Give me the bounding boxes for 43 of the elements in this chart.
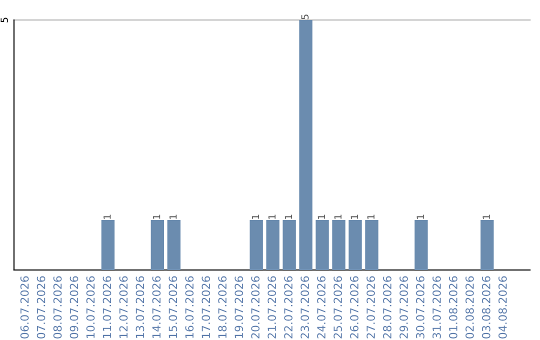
- data-label: 1: [153, 214, 160, 219]
- x-tick-label: 06.07.2026: [20, 276, 29, 338]
- x-tick-label: 16.07.2026: [185, 276, 194, 338]
- x-tick-label: 03.08.2026: [482, 276, 490, 338]
- data-label: 1: [367, 214, 374, 219]
- data-label: 1: [252, 214, 260, 219]
- x-tick-label: 10.07.2026: [86, 276, 95, 338]
- x-tick-label: 15.07.2026: [168, 276, 178, 338]
- data-label: 1: [334, 214, 342, 219]
- data-label: 1: [318, 214, 325, 219]
- x-tick-label: 21.07.2026: [268, 276, 276, 338]
- data-label: 1: [350, 214, 358, 219]
- x-tick-label: 11.07.2026: [102, 276, 112, 338]
- x-tick-label: 24.07.2026: [317, 276, 326, 338]
- x-tick-label: 09.07.2026: [70, 276, 78, 338]
- x-tick-label: 02.08.2026: [465, 276, 474, 338]
- x-tick-label: 17.07.2026: [202, 276, 210, 338]
- x-tick-label: 29.07.2026: [400, 276, 408, 338]
- x-tick-label: 25.07.2026: [334, 276, 342, 338]
- data-label: 1: [268, 214, 276, 219]
- x-tick-label: 01.08.2026: [448, 276, 458, 338]
- data-label: 1: [284, 214, 292, 219]
- x-tick-label: 19.07.2026: [234, 276, 244, 338]
- x-tick-label: 31.07.2026: [432, 276, 441, 338]
- data-label: 1: [104, 214, 111, 219]
- x-tick-label: 08.07.2026: [53, 276, 62, 338]
- data-label: 1: [170, 214, 177, 219]
- x-tick-label: 20.07.2026: [251, 276, 260, 338]
- x-tick-label: 13.07.2026: [136, 276, 144, 338]
- data-label: 1: [416, 214, 424, 219]
- data-label: 5: [301, 14, 309, 20]
- x-tick-label: 04.08.2026: [498, 276, 507, 338]
- x-tick-label: 18.07.2026: [218, 276, 227, 338]
- x-tick-label: 27.07.2026: [366, 276, 375, 338]
- x-tick-label: 28.07.2026: [383, 276, 392, 338]
- x-tick-label: 12.07.2026: [119, 276, 128, 338]
- x-tick-label: 14.07.2026: [152, 276, 161, 338]
- x-tick-label: 30.07.2026: [416, 276, 424, 338]
- x-tick-label: 07.07.2026: [36, 276, 46, 338]
- data-label: 1: [482, 214, 490, 219]
- x-tick-label: 23.07.2026: [300, 276, 310, 338]
- x-tick-label: 26.07.2026: [350, 276, 358, 338]
- x-tick-label: 22.07.2026: [284, 276, 293, 338]
